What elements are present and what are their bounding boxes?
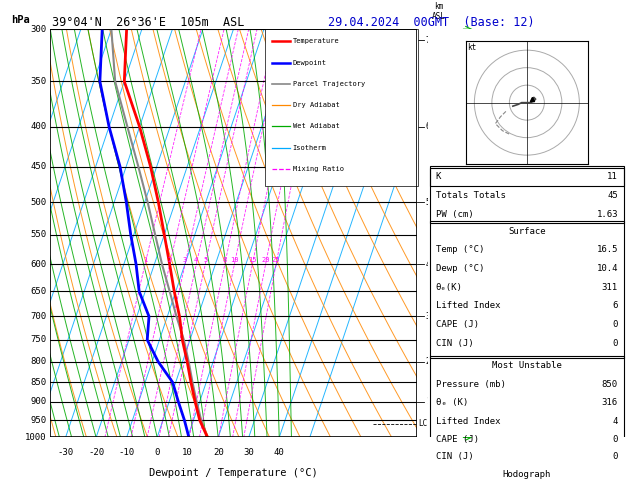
Text: Parcel Trajectory: Parcel Trajectory bbox=[292, 81, 365, 87]
Text: 1: 1 bbox=[426, 397, 430, 406]
Text: 311: 311 bbox=[602, 283, 618, 292]
Text: hPa: hPa bbox=[11, 15, 30, 25]
Text: 2: 2 bbox=[168, 257, 172, 263]
Text: 0: 0 bbox=[613, 320, 618, 329]
Text: 10.4: 10.4 bbox=[596, 264, 618, 273]
Text: 1.63: 1.63 bbox=[596, 210, 618, 219]
Text: 11: 11 bbox=[607, 173, 618, 181]
Text: θₑ(K): θₑ(K) bbox=[436, 283, 463, 292]
Text: 950: 950 bbox=[31, 416, 47, 424]
Text: θₑ (K): θₑ (K) bbox=[436, 398, 468, 407]
Text: Surface: Surface bbox=[508, 227, 546, 236]
Text: 45: 45 bbox=[607, 191, 618, 200]
Text: 850: 850 bbox=[31, 378, 47, 387]
Text: 750: 750 bbox=[31, 335, 47, 345]
Text: 3: 3 bbox=[426, 312, 430, 321]
Text: Dry Adiabat: Dry Adiabat bbox=[292, 102, 340, 108]
Text: 10: 10 bbox=[230, 257, 238, 263]
Text: 25: 25 bbox=[272, 257, 281, 263]
Bar bbox=[430, 168, 624, 186]
Text: -30: -30 bbox=[57, 448, 74, 457]
Text: 5: 5 bbox=[426, 198, 430, 207]
Text: 1: 1 bbox=[143, 257, 147, 263]
Text: CIN (J): CIN (J) bbox=[436, 452, 474, 462]
Text: Isotherm: Isotherm bbox=[292, 144, 327, 151]
Bar bbox=[430, 166, 624, 223]
Text: 7: 7 bbox=[426, 36, 430, 45]
Text: 6: 6 bbox=[613, 301, 618, 311]
Text: Temp (°C): Temp (°C) bbox=[436, 245, 484, 254]
Text: 300: 300 bbox=[31, 25, 47, 34]
Text: 10: 10 bbox=[182, 448, 193, 457]
Text: 500: 500 bbox=[31, 198, 47, 207]
Text: 700: 700 bbox=[31, 312, 47, 321]
Text: 900: 900 bbox=[31, 397, 47, 406]
Text: Dewp (°C): Dewp (°C) bbox=[436, 264, 484, 273]
Text: -20: -20 bbox=[88, 448, 104, 457]
Bar bbox=[430, 446, 624, 486]
Text: 4: 4 bbox=[426, 260, 430, 269]
Text: 39°04'N  26°36'E  105m  ASL: 39°04'N 26°36'E 105m ASL bbox=[52, 16, 244, 29]
Text: 1000: 1000 bbox=[25, 433, 47, 442]
Text: 316: 316 bbox=[602, 398, 618, 407]
Text: 8: 8 bbox=[223, 257, 227, 263]
Text: 5: 5 bbox=[203, 257, 208, 263]
Text: 0: 0 bbox=[613, 339, 618, 348]
Text: 2: 2 bbox=[426, 357, 430, 366]
Bar bbox=[430, 221, 624, 358]
Text: 550: 550 bbox=[31, 230, 47, 239]
Text: 3: 3 bbox=[183, 257, 187, 263]
Text: 4: 4 bbox=[613, 417, 618, 426]
Text: 0: 0 bbox=[613, 452, 618, 462]
Text: Temperature: Temperature bbox=[292, 38, 340, 44]
Text: 29.04.2024  00GMT  (Base: 12): 29.04.2024 00GMT (Base: 12) bbox=[328, 16, 534, 29]
Text: Lifted Index: Lifted Index bbox=[436, 301, 500, 311]
Text: Hodograph: Hodograph bbox=[503, 469, 551, 479]
Text: 15: 15 bbox=[248, 257, 257, 263]
Text: CAPE (J): CAPE (J) bbox=[436, 435, 479, 444]
Text: Mixing Ratio (g/kg): Mixing Ratio (g/kg) bbox=[447, 193, 453, 274]
Text: 850: 850 bbox=[602, 380, 618, 389]
Text: 16.5: 16.5 bbox=[596, 245, 618, 254]
Text: LCL: LCL bbox=[418, 419, 432, 428]
Text: 30: 30 bbox=[243, 448, 254, 457]
Bar bbox=[430, 356, 624, 448]
Text: Totals Totals: Totals Totals bbox=[436, 191, 506, 200]
Text: 800: 800 bbox=[31, 357, 47, 366]
Text: -10: -10 bbox=[118, 448, 135, 457]
Text: CAPE (J): CAPE (J) bbox=[436, 320, 479, 329]
Text: 450: 450 bbox=[31, 162, 47, 171]
Text: 40: 40 bbox=[274, 448, 284, 457]
Text: CIN (J): CIN (J) bbox=[436, 339, 474, 348]
Text: 0: 0 bbox=[613, 435, 618, 444]
Text: 400: 400 bbox=[31, 122, 47, 131]
Text: Wet Adiabat: Wet Adiabat bbox=[292, 123, 340, 129]
Text: Lifted Index: Lifted Index bbox=[436, 417, 500, 426]
Text: 20: 20 bbox=[262, 257, 270, 263]
Text: 4: 4 bbox=[194, 257, 198, 263]
FancyBboxPatch shape bbox=[265, 29, 418, 186]
Text: Dewpoint / Temperature (°C): Dewpoint / Temperature (°C) bbox=[149, 468, 318, 478]
Text: K: K bbox=[436, 173, 441, 181]
Text: Mixing Ratio: Mixing Ratio bbox=[292, 166, 344, 172]
Text: PW (cm): PW (cm) bbox=[436, 210, 474, 219]
Text: 350: 350 bbox=[31, 77, 47, 86]
Text: 20: 20 bbox=[213, 448, 223, 457]
Text: Most Unstable: Most Unstable bbox=[492, 362, 562, 370]
Text: Dewpoint: Dewpoint bbox=[292, 60, 327, 66]
Text: 600: 600 bbox=[31, 260, 47, 269]
Text: km
ASL: km ASL bbox=[431, 1, 445, 21]
Text: 6: 6 bbox=[426, 122, 430, 131]
Text: Pressure (mb): Pressure (mb) bbox=[436, 380, 506, 389]
Text: 0: 0 bbox=[155, 448, 160, 457]
Text: 650: 650 bbox=[31, 287, 47, 296]
